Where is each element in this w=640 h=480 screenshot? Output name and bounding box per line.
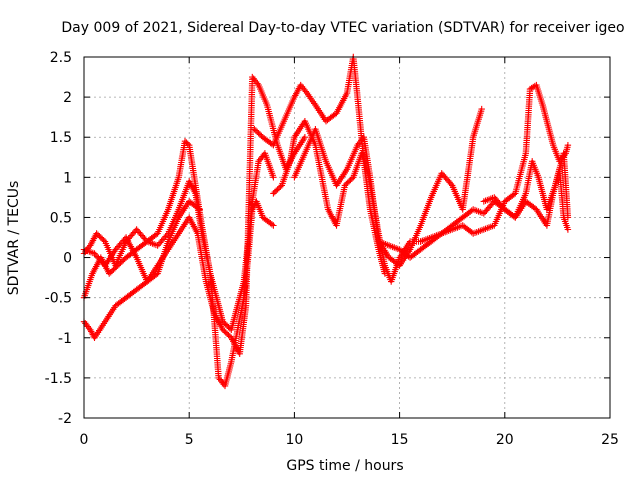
y-tick-label: 0.5 <box>50 210 72 226</box>
series-markers <box>480 166 572 233</box>
x-tick-label: 5 <box>185 432 194 448</box>
x-tick-label: 0 <box>80 432 89 448</box>
y-tick-label: -0.5 <box>45 291 72 307</box>
series-3 <box>80 73 309 357</box>
x-tick-label: 25 <box>601 432 619 448</box>
series-4 <box>80 198 203 285</box>
y-tick-label: -2 <box>58 411 72 427</box>
y-tick-label: -1.5 <box>45 371 72 387</box>
series-markers <box>80 73 309 357</box>
series-markers <box>417 81 572 245</box>
series-10 <box>480 166 572 233</box>
data-marks <box>80 53 572 390</box>
series-7 <box>291 105 485 269</box>
grid-layer <box>84 57 610 418</box>
y-tick-label: 1.5 <box>50 130 72 146</box>
series-markers <box>375 150 572 261</box>
y-tick-label: 0 <box>63 251 72 267</box>
x-tick-label: 20 <box>496 432 514 448</box>
axis-ticks: 0 5 10 15 20 25 2.5 2 1.5 1 0.5 0 -0.5 -1 -1.5 -2 <box>45 50 619 448</box>
plot-frame <box>83 56 611 419</box>
x-tick-label: 15 <box>391 432 409 448</box>
series-9 <box>417 81 572 245</box>
series-markers <box>291 105 485 269</box>
series-8 <box>375 150 572 261</box>
x-axis-label: GPS time / hours <box>286 458 403 474</box>
y-axis-label: SDTVAR / TECUs <box>6 181 22 296</box>
y-tick-label: 2.5 <box>50 50 72 66</box>
series-markers <box>80 198 203 285</box>
x-tick-label: 10 <box>285 432 303 448</box>
chart-title: Day 009 of 2021, Sidereal Day-to-day VTE… <box>61 20 624 36</box>
y-tick-label: 2 <box>63 90 72 106</box>
y-tick-label: 1 <box>63 170 72 186</box>
y-tick-label: -1 <box>58 331 72 347</box>
